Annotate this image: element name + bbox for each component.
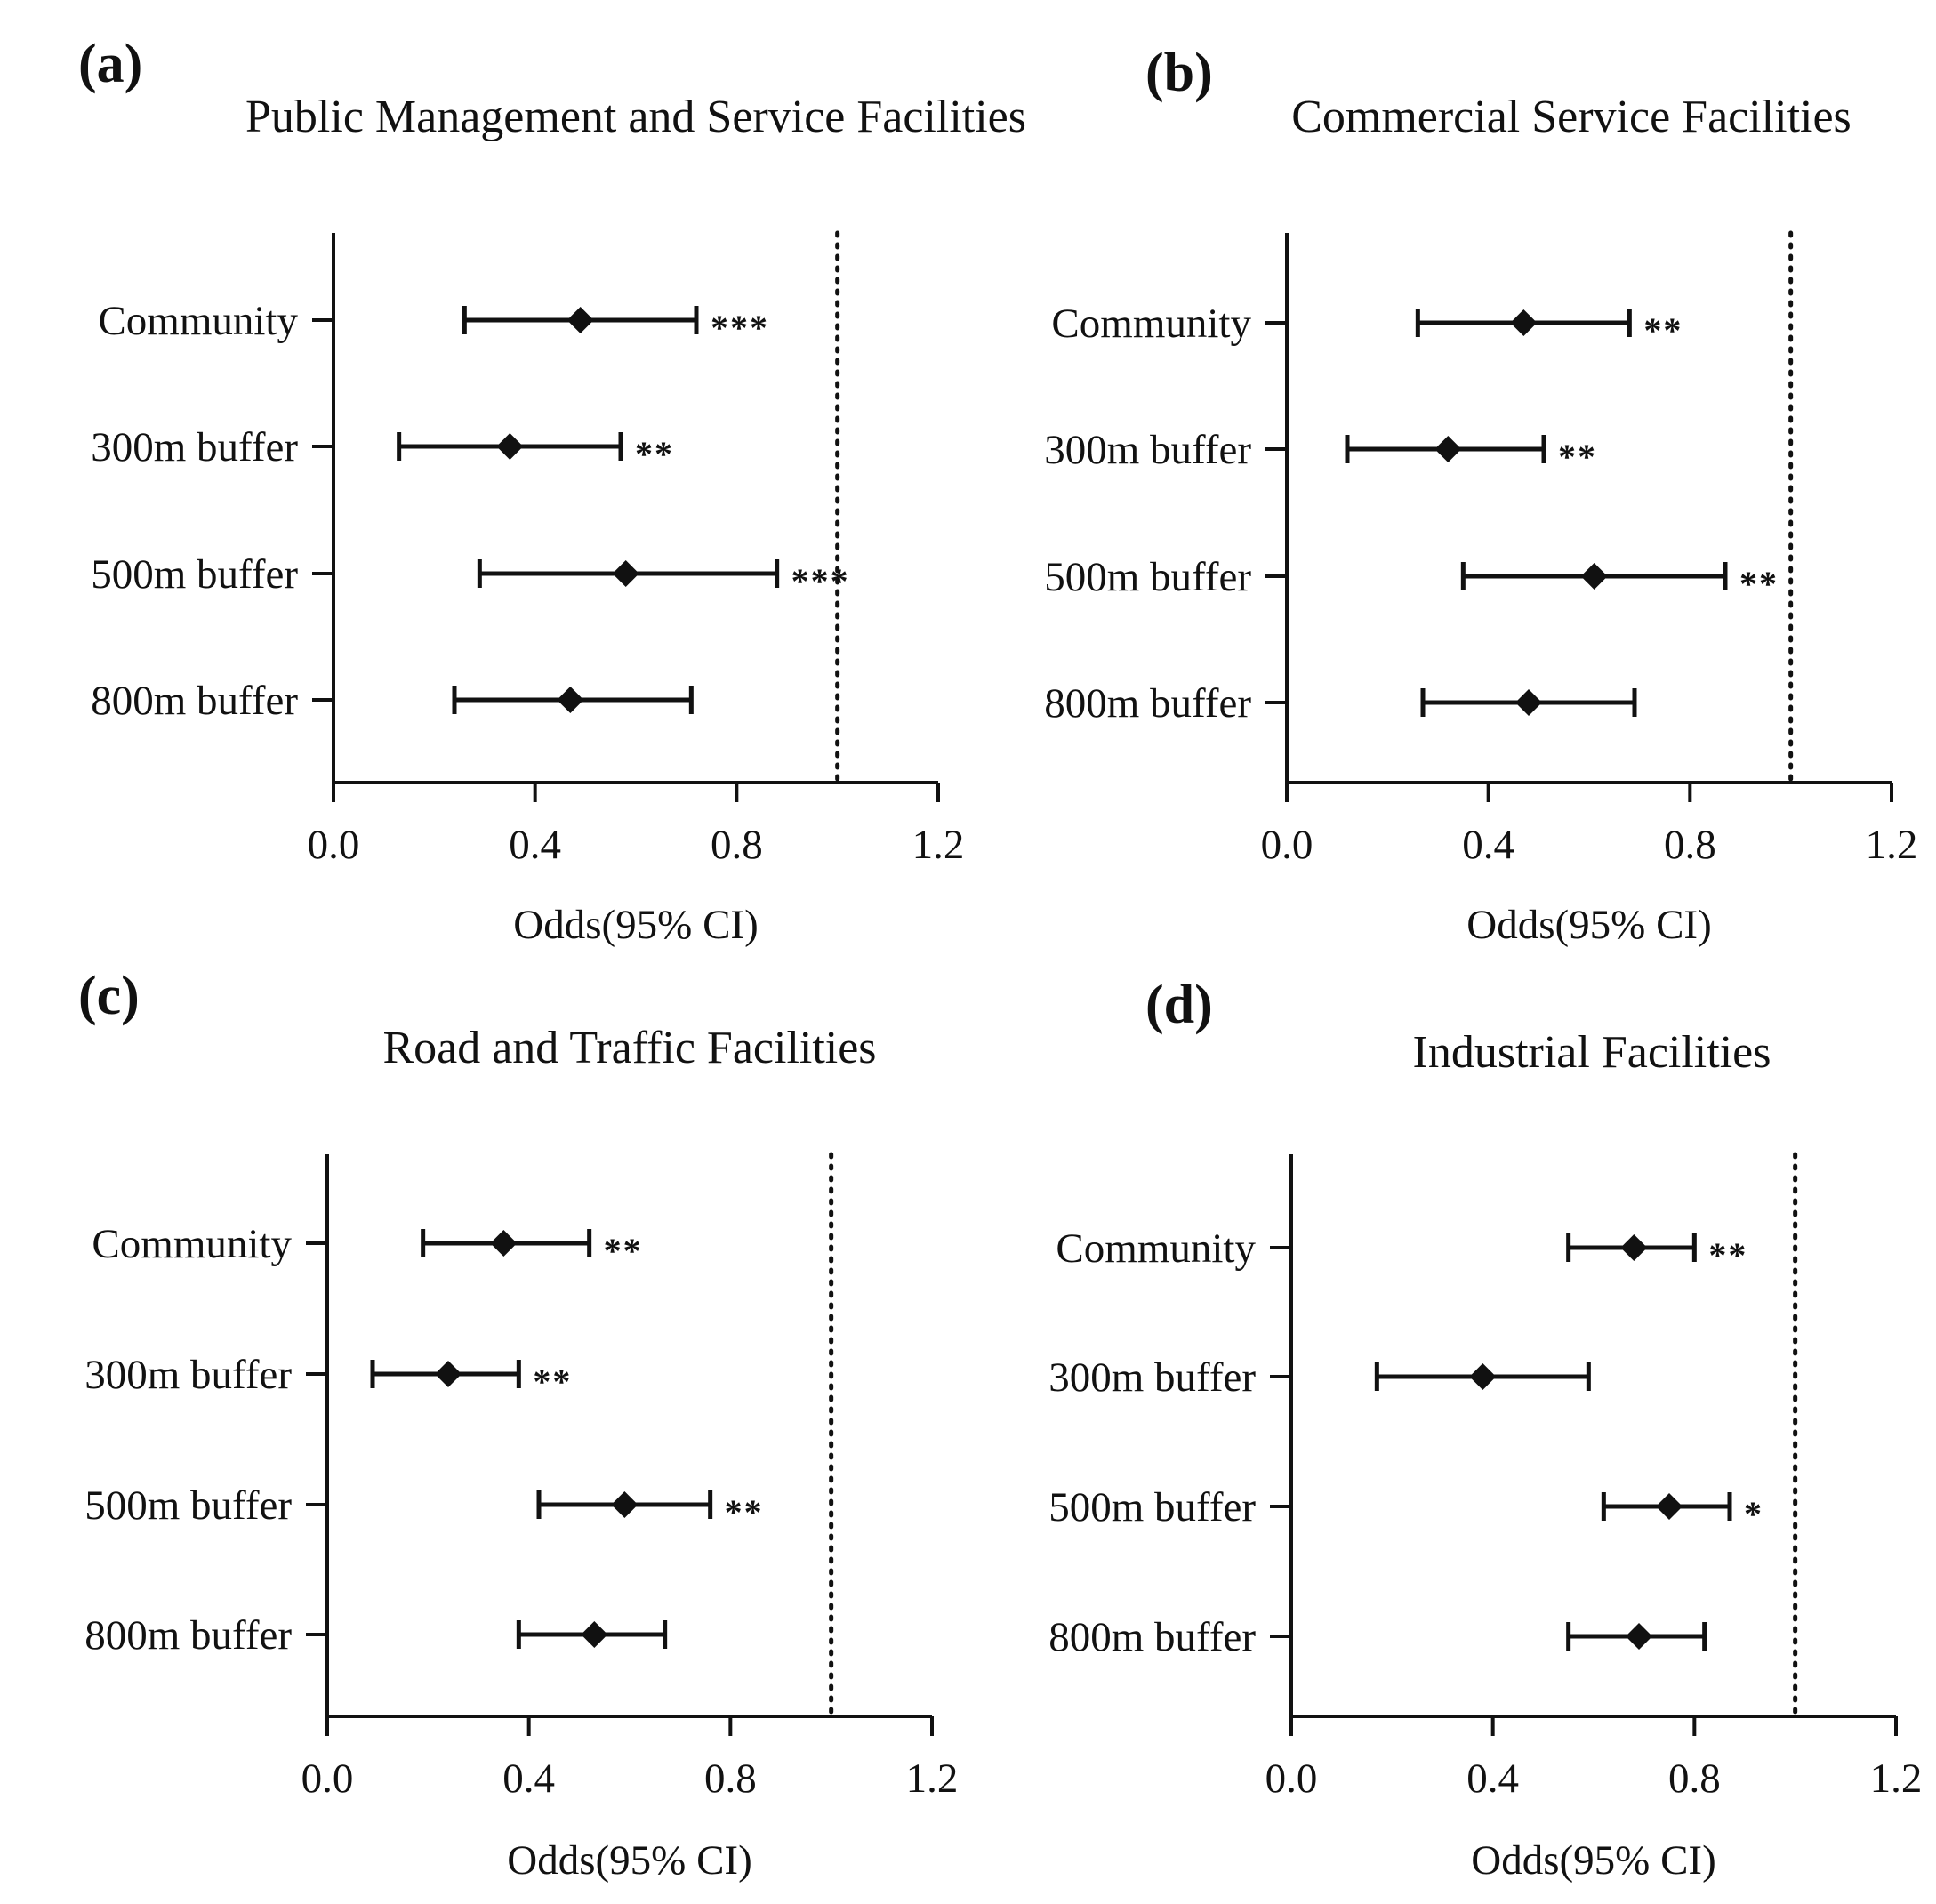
forest-row: 300m buffer	[1048, 1354, 1591, 1401]
x-tick-label: 1.2	[1870, 1755, 1923, 1802]
row-label: Community	[1056, 1225, 1256, 1272]
forest-row: Community **	[92, 1221, 643, 1271]
forest-row: 300m buffer **	[1044, 427, 1597, 477]
row-label: Community	[92, 1221, 292, 1267]
x-tick-label: 0.8	[1664, 822, 1716, 868]
x-tick-label: 0.8	[1668, 1755, 1721, 1802]
x-tick-label: 0.0	[308, 822, 360, 868]
forest-row: 500m buffer *	[1048, 1484, 1763, 1534]
estimate-marker	[1515, 689, 1542, 716]
x-axis-label: Odds(95% CI)	[1466, 902, 1711, 948]
panel-title: Commercial Service Facilities	[1291, 92, 1852, 142]
x-tick-label: 0.8	[704, 1755, 757, 1802]
estimate-marker	[581, 1621, 608, 1648]
x-tick-label: 0.0	[1261, 822, 1313, 868]
estimate-marker	[490, 1230, 518, 1257]
row-label: 300m buffer	[1044, 427, 1251, 473]
forest-row: 500m buffer **	[84, 1482, 764, 1532]
estimate-marker	[1656, 1493, 1683, 1520]
x-axis-label: Odds(95% CI)	[507, 1837, 751, 1884]
estimate-marker	[1510, 309, 1538, 336]
panel-a: (a) Public Management and Service Facilit…	[78, 34, 1026, 948]
x-tick-label: 0.4	[509, 822, 561, 868]
row-label: Community	[1051, 301, 1251, 347]
x-tick-label: 0.4	[1462, 822, 1514, 868]
x-axis-label: Odds(95% CI)	[1471, 1837, 1715, 1884]
significance-label: **	[1708, 1235, 1747, 1275]
forest-row: 300m buffer **	[84, 1352, 572, 1402]
estimate-marker	[1626, 1623, 1652, 1650]
row-label: 800m buffer	[1044, 680, 1251, 727]
forest-row: 800m buffer	[91, 678, 694, 724]
forest-row: Community ***	[98, 298, 769, 348]
forest-row: 500m buffer **	[1044, 554, 1779, 604]
significance-label: **	[604, 1231, 643, 1271]
significance-label: **	[725, 1492, 764, 1532]
forest-row: 800m buffer	[84, 1612, 668, 1659]
panel-d: (d) Industrial Facilities 0.0 0.4 0.8 1.2 Odds…	[1048, 975, 1922, 1884]
forest-row: 800m buffer	[1048, 1614, 1707, 1660]
row-label: 300m buffer	[1048, 1354, 1256, 1401]
panel-title: Public Management and Service Facilities	[245, 92, 1026, 142]
estimate-marker	[1469, 1363, 1497, 1390]
panel-title: Industrial Facilities	[1413, 1027, 1771, 1078]
significance-label: **	[635, 434, 674, 474]
panel-label: (d)	[1145, 975, 1213, 1035]
estimate-marker	[566, 307, 594, 333]
panel-c: (c) Road and Traffic Facilities 0.0 0.4 0.8 1…	[78, 966, 958, 1884]
panel-label: (b)	[1145, 43, 1213, 103]
significance-label: **	[1643, 310, 1683, 350]
x-tick-label: 0.8	[711, 822, 763, 868]
estimate-marker	[1434, 436, 1462, 462]
row-label: 800m buffer	[84, 1612, 292, 1659]
row-label: Community	[98, 298, 298, 344]
significance-label: ***	[791, 561, 850, 601]
estimate-marker	[435, 1361, 462, 1387]
estimate-marker	[496, 433, 524, 460]
row-label: 300m buffer	[91, 424, 298, 470]
x-tick-label: 0.0	[301, 1755, 354, 1802]
panel-title: Road and Traffic Facilities	[382, 1023, 876, 1073]
panel-label: (a)	[78, 34, 142, 94]
significance-label: **	[1739, 564, 1779, 604]
significance-label: *	[1744, 1494, 1763, 1534]
estimate-marker	[1620, 1234, 1648, 1261]
row-label: 800m buffer	[1048, 1614, 1256, 1660]
row-label: 500m buffer	[91, 551, 298, 598]
x-tick-label: 1.2	[906, 1755, 959, 1802]
estimate-marker	[611, 1491, 639, 1518]
panel-b: (b) Commercial Service Facilities 0.0 0.4 0.…	[1044, 43, 1917, 948]
x-tick-label: 0.4	[1466, 1755, 1519, 1802]
forest-row: 800m buffer	[1044, 680, 1637, 727]
row-label: 300m buffer	[84, 1352, 292, 1398]
significance-label: ***	[711, 308, 769, 348]
row-label: 500m buffer	[84, 1482, 292, 1529]
x-tick-label: 0.0	[1265, 1755, 1318, 1802]
x-tick-label: 0.4	[502, 1755, 555, 1802]
significance-label: **	[1558, 437, 1597, 477]
row-label: 500m buffer	[1048, 1484, 1256, 1530]
x-tick-label: 1.2	[912, 822, 965, 868]
forest-row: 500m buffer ***	[91, 551, 850, 601]
row-label: 500m buffer	[1044, 554, 1251, 600]
significance-label: **	[533, 1362, 572, 1402]
estimate-marker	[1580, 563, 1608, 590]
x-axis-label: Odds(95% CI)	[513, 902, 758, 948]
estimate-marker	[557, 687, 584, 713]
row-label: 800m buffer	[91, 678, 298, 724]
forest-row: 300m buffer **	[91, 424, 674, 474]
forest-row: Community **	[1051, 301, 1683, 350]
panel-label: (c)	[78, 966, 140, 1026]
estimate-marker	[612, 560, 639, 587]
forest-row: Community **	[1056, 1225, 1747, 1275]
x-tick-label: 1.2	[1866, 822, 1918, 868]
